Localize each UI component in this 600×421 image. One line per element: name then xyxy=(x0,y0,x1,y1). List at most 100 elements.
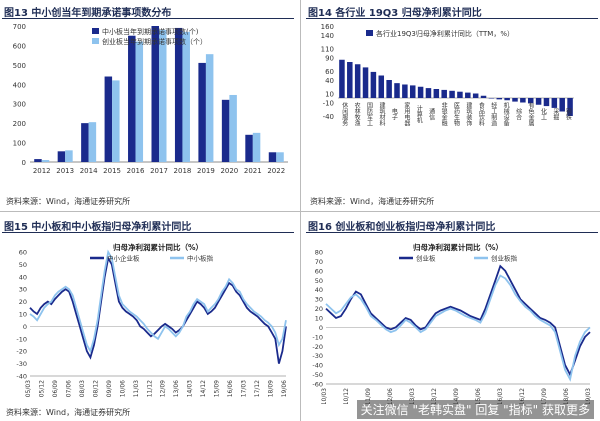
chart-title: 图15 中小板和中小板指归母净利累计同比 xyxy=(4,222,192,233)
y-tick-label: 20 xyxy=(315,305,323,313)
chart-fig15: 归母净利润累计同比（%） 60 50 40 30 20 10 0 -10 -20 -30 -40 中小企… xyxy=(16,242,288,397)
title-rule xyxy=(306,18,598,19)
y-tick-label: 160 xyxy=(321,23,334,31)
x-tick-label: 11/03 xyxy=(133,380,140,397)
bar xyxy=(559,98,565,112)
y-tick-label: 30 xyxy=(315,296,323,304)
panel-divider-horizontal xyxy=(0,211,600,212)
bar xyxy=(88,122,97,162)
y-tick-label: 0 xyxy=(23,323,27,331)
chart-subtitle: 归母净利润累计同比（%） xyxy=(113,242,203,252)
x-tick-label: 14/09 xyxy=(453,388,460,404)
x-tick-label: 2012 xyxy=(33,167,51,175)
y-tick-label: -40 xyxy=(323,113,334,121)
x-tick-label: 非银金融 xyxy=(440,101,447,127)
y-tick-label: 50 xyxy=(19,261,27,269)
x-tick-label: 计算机 xyxy=(415,104,422,124)
y-tick-label: 400 xyxy=(13,81,26,89)
x-tick-label: 农林牧渔 xyxy=(353,101,360,127)
bar xyxy=(543,98,550,107)
bar xyxy=(441,89,447,98)
y-tick-label: -20 xyxy=(16,348,27,356)
x-tick-label: 建筑装饰 xyxy=(465,101,472,127)
legend-label: 创业板指 xyxy=(491,254,518,263)
bar xyxy=(370,71,377,98)
bar xyxy=(480,95,487,98)
bar xyxy=(252,132,261,162)
x-tick-label: 食品饮料 xyxy=(477,101,484,127)
bar xyxy=(417,86,424,98)
x-tick-label: 13/06 xyxy=(173,380,180,397)
chart-fig13: 0 100 200 300 400 500 600 700 2012 2013 2014 2015 20… xyxy=(13,23,288,175)
bar xyxy=(449,90,455,98)
x-tick-label: 通信 xyxy=(428,107,435,121)
bar xyxy=(472,93,479,98)
bar xyxy=(457,91,463,98)
legend-label: 各行业19Q3归母净利累计同比（TTM，%） xyxy=(376,29,514,38)
x-tick-label: 15/09 xyxy=(214,380,221,397)
series-line xyxy=(29,255,287,364)
bar xyxy=(425,88,432,98)
x-tick-label: 07/06 xyxy=(65,380,72,397)
y-tick-label: -30 xyxy=(16,360,27,368)
y-tick-label: 20 xyxy=(19,298,27,306)
y-tick-label: 600 xyxy=(13,42,26,50)
legend-label: 中小企业板 xyxy=(107,254,140,263)
y-tick-label: 40 xyxy=(315,286,323,294)
y-tick-label: -40 xyxy=(312,362,323,370)
x-tick-label: 2020 xyxy=(220,167,238,175)
x-tick-label: 2018 xyxy=(174,167,192,175)
bar xyxy=(221,99,230,162)
y-tick-label: 60 xyxy=(315,267,323,275)
x-tick-label: 16/03 xyxy=(497,388,504,404)
bar xyxy=(174,27,183,163)
source-note: 资料来源：Wind，海通证券研究所 xyxy=(6,408,131,417)
y-tick-label: 10 xyxy=(325,91,334,99)
bar xyxy=(41,160,50,162)
x-tick-label: 15/06 xyxy=(475,388,482,404)
x-tick-label: 钢铁 xyxy=(564,107,571,121)
y-tick-label: 90 xyxy=(325,55,334,63)
x-tick-label: 11/09 xyxy=(365,388,372,404)
legend-label: 创业板当年到期承诺事项数（个） xyxy=(102,37,207,46)
bar xyxy=(205,54,214,162)
y-tick-label: 700 xyxy=(13,23,26,31)
panel-divider-vertical xyxy=(300,0,301,421)
y-tick-label: -40 xyxy=(16,373,27,381)
y-tick-label: 100 xyxy=(13,140,26,148)
x-tick-label: 12/09 xyxy=(160,380,167,397)
y-tick-label: 0 xyxy=(319,324,323,332)
bar xyxy=(512,98,518,102)
y-tick-label: 70 xyxy=(315,258,323,266)
y-tick-label: -60 xyxy=(312,381,323,389)
y-tick-label: 200 xyxy=(13,120,26,128)
x-tick-label: 12/06 xyxy=(387,388,394,404)
bar xyxy=(465,92,471,98)
title-rule xyxy=(2,18,294,19)
x-tick-label: 综合 xyxy=(515,107,522,121)
x-tick-label: 05/03 xyxy=(25,380,32,397)
bar xyxy=(128,35,136,162)
bar xyxy=(433,89,440,98)
y-tick-label: 10 xyxy=(19,311,27,319)
y-tick-label: 40 xyxy=(325,77,334,85)
y-tick-label: -50 xyxy=(312,371,323,379)
legend-swatch xyxy=(92,38,99,44)
bar xyxy=(496,98,503,100)
x-tick-label: 18/06 xyxy=(563,388,570,404)
title-rule xyxy=(306,232,598,233)
x-tick-label: 有色金属 xyxy=(527,101,534,127)
x-tick-label: 化工 xyxy=(539,107,546,120)
bar xyxy=(104,76,113,162)
bar xyxy=(276,152,284,162)
legend-label: 创业板 xyxy=(416,254,436,263)
x-tick-label: 17/09 xyxy=(541,388,548,404)
bar xyxy=(402,84,408,98)
x-tick-label: 13/12 xyxy=(431,388,438,404)
legend-swatch xyxy=(366,30,373,36)
x-tick-label: 14/03 xyxy=(187,380,194,397)
bar xyxy=(551,98,558,108)
bar xyxy=(378,75,385,98)
y-tick-label: -10 xyxy=(16,335,27,343)
y-tick-label: 50 xyxy=(315,277,323,285)
